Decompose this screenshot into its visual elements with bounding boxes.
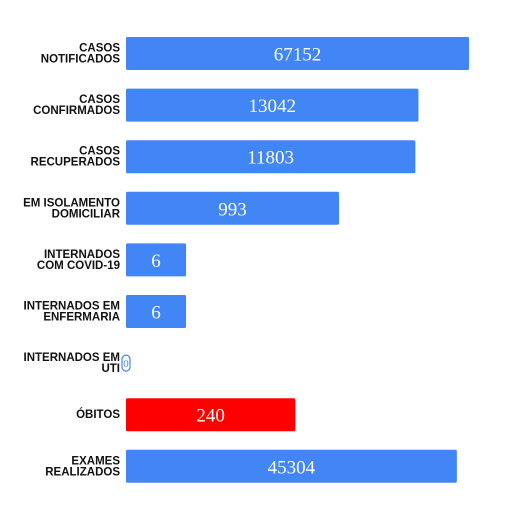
category-label: INTERNADOS	[44, 249, 120, 261]
bar	[126, 37, 469, 70]
value-label: 6	[151, 251, 161, 272]
category-label: ENFERMARIA	[43, 312, 120, 324]
bar	[126, 243, 187, 277]
value-label: 240	[196, 406, 225, 427]
category-label: EXAMES	[71, 455, 120, 467]
bar	[126, 191, 339, 225]
value-label: 993	[218, 199, 247, 220]
value-label: 6	[151, 303, 161, 324]
category-label: UTI	[101, 363, 120, 375]
value-label: 13042	[248, 96, 296, 117]
category-label: CASOS	[79, 43, 120, 55]
category-label: DOMICILIAR	[52, 208, 121, 220]
category-label: INTERNADOS EM	[24, 352, 120, 364]
bar	[126, 88, 419, 122]
category-label: CASOS	[79, 94, 120, 106]
category-label: REALIZADOS	[45, 466, 120, 478]
bar	[126, 140, 416, 174]
bar	[121, 354, 131, 372]
value-label: 45304	[268, 457, 316, 478]
category-label: COM COVID-19	[37, 260, 120, 272]
category-label: EM ISOLAMENTO	[23, 197, 120, 209]
bar	[126, 295, 187, 328]
value-label: 11803	[247, 148, 294, 169]
bar	[126, 449, 457, 483]
category-label: CONFIRMADOS	[33, 105, 120, 117]
category-label: CASOS	[79, 146, 120, 158]
value-label: 0	[123, 358, 129, 370]
category-label: NOTIFICADOS	[41, 54, 121, 66]
bar	[126, 398, 296, 432]
value-label: 67152	[274, 45, 322, 66]
category-label: ÓBITOS	[76, 408, 120, 421]
category-label: INTERNADOS EM	[24, 301, 120, 313]
category-label: RECUPERADOS	[31, 157, 121, 169]
